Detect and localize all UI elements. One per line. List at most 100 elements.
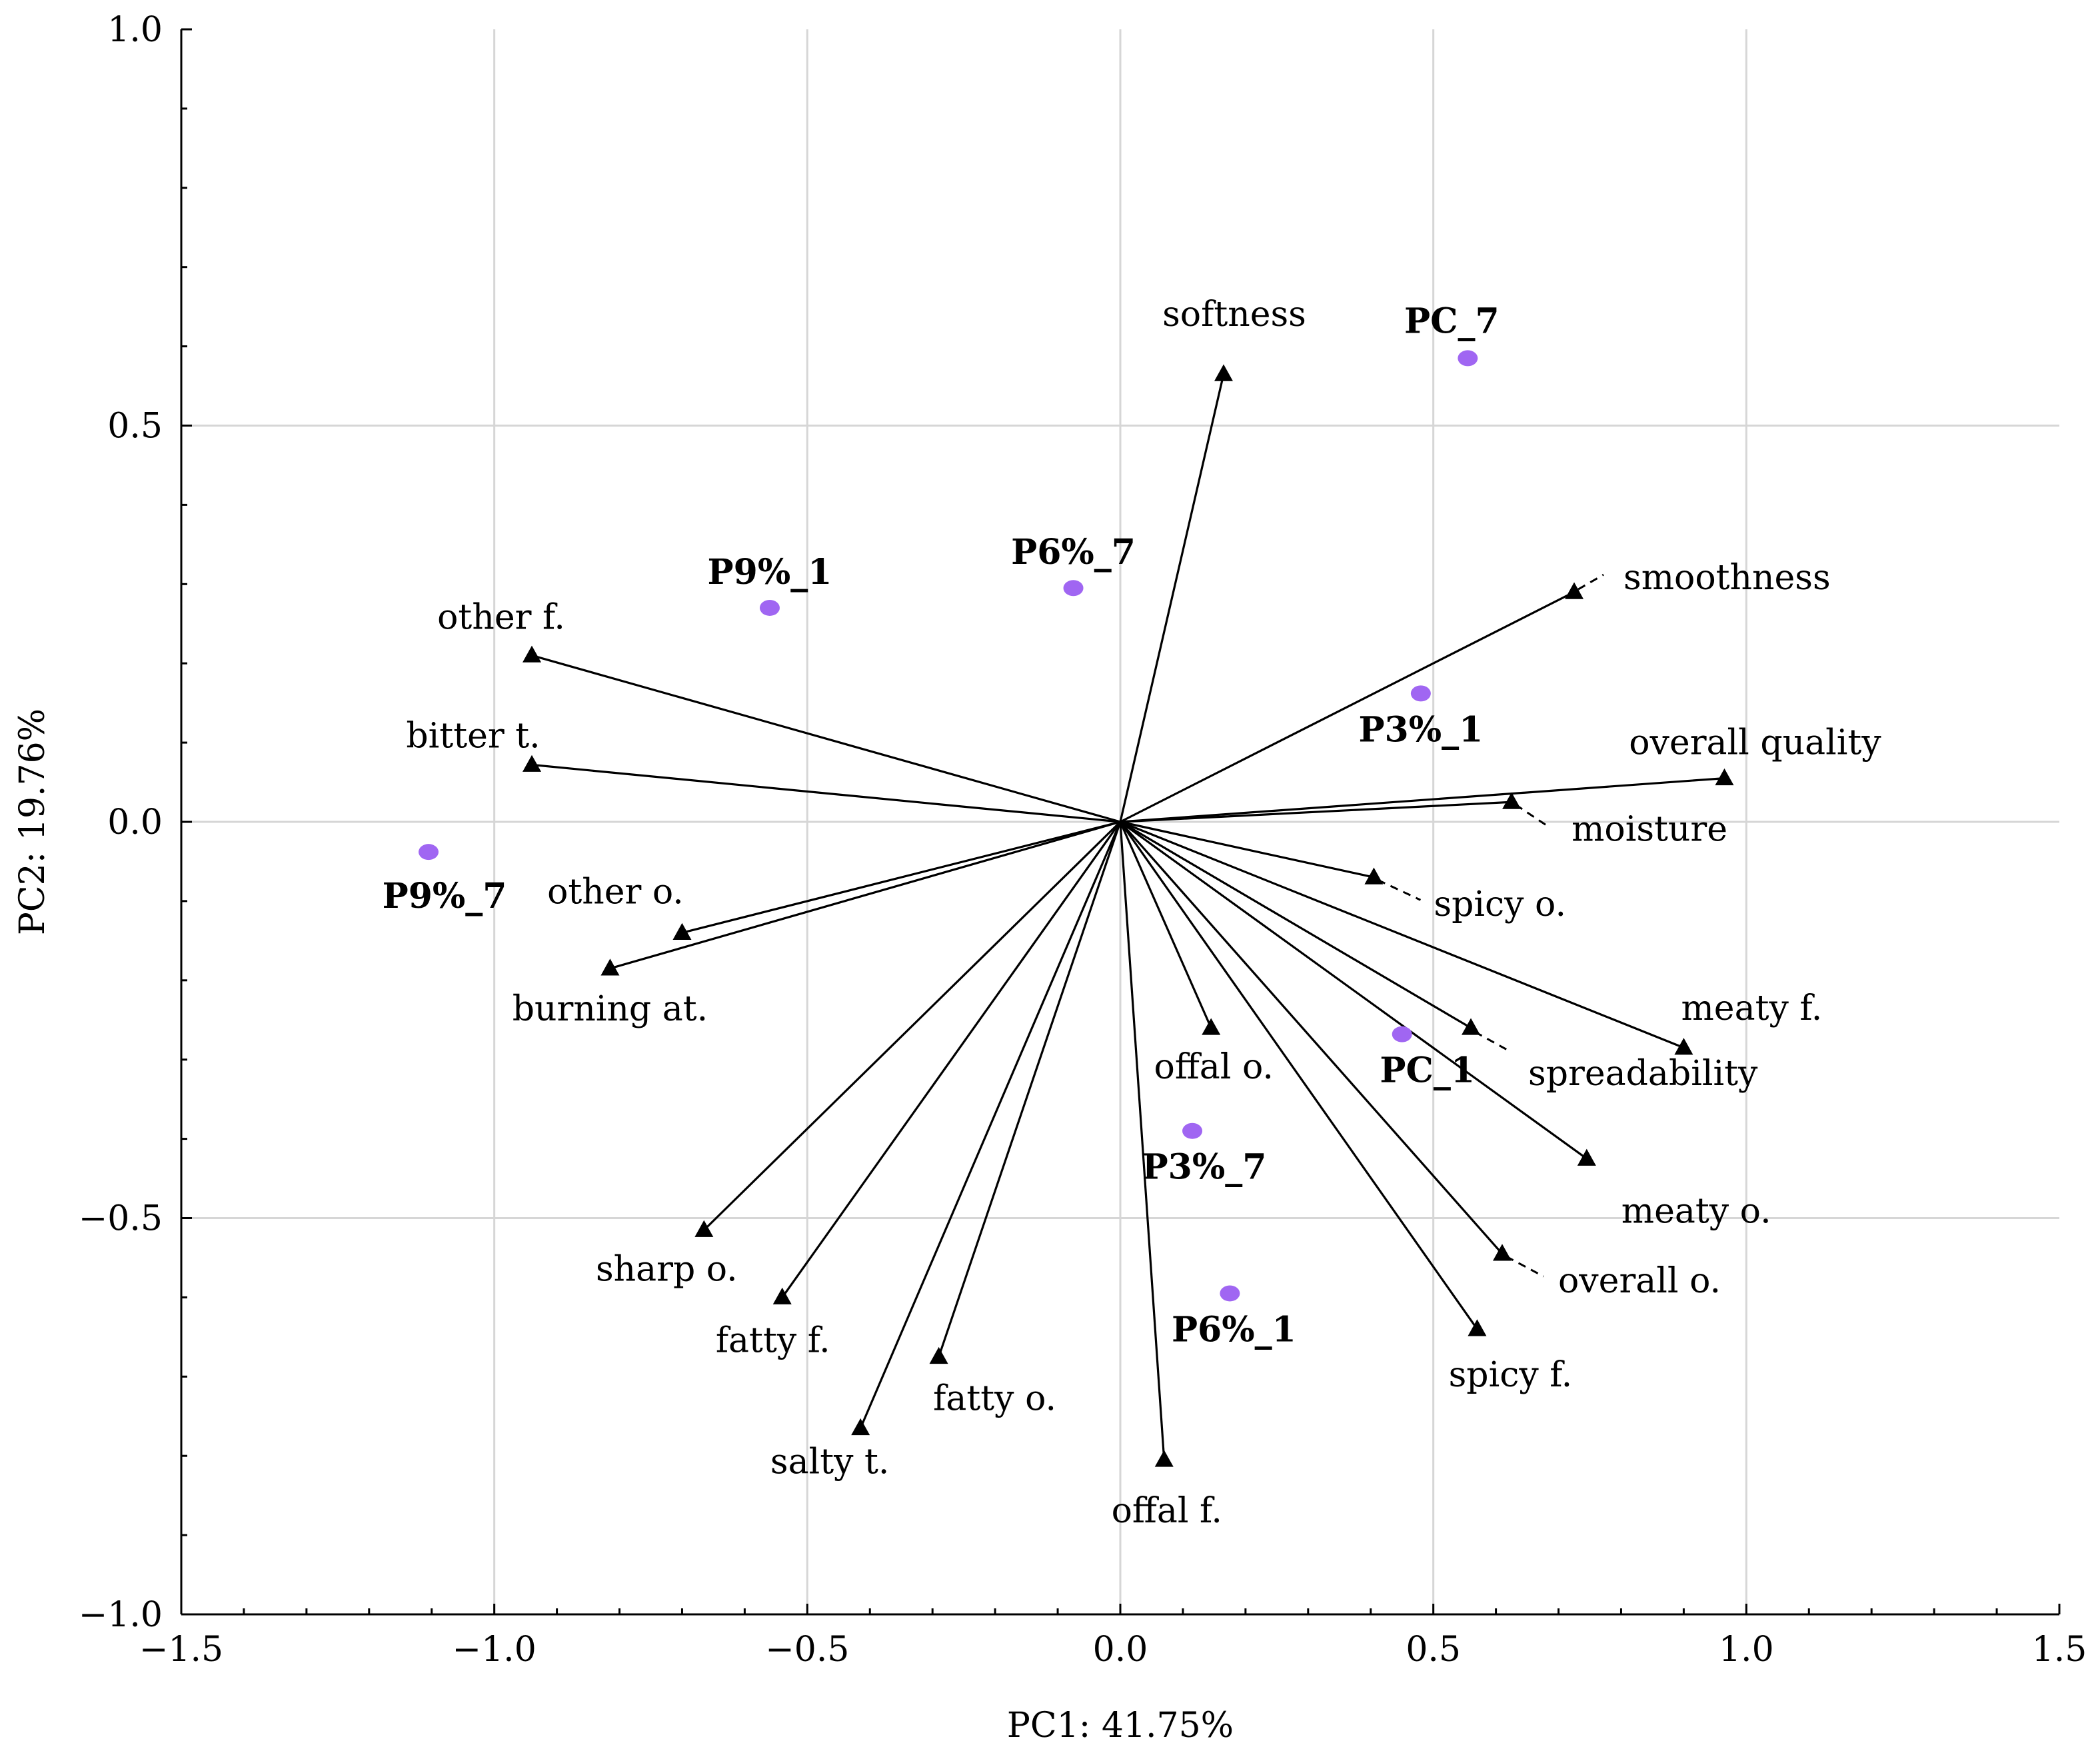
loading-label-offal-f: offal f.: [1112, 1491, 1222, 1531]
loading-marker-sharp-o: [694, 1220, 714, 1237]
loading-label-meaty-o: meaty o.: [1621, 1191, 1771, 1231]
loading-vector-meaty-o: [1120, 821, 1587, 1160]
score-label-pc-1: PC_1: [1380, 1050, 1475, 1091]
loading-label-fatty-o: fatty o.: [933, 1379, 1056, 1419]
loading-label-bitter-t: bitter t.: [406, 716, 540, 756]
loading-label-salty-t: salty t.: [770, 1442, 890, 1482]
loading-label-overall-o: overall o.: [1558, 1261, 1721, 1301]
score-label-p3pct-7: P3%_7: [1142, 1147, 1267, 1188]
loading-marker-softness: [1214, 364, 1233, 381]
label-leaders: [1377, 573, 1604, 1278]
score-label-p9pct-1: P9%_1: [708, 552, 832, 593]
loading-marker-overall-quality: [1715, 768, 1734, 786]
loading-label-fatty-f: fatty f.: [716, 1320, 830, 1360]
loading-marker-other-f: [523, 645, 542, 663]
y-tick-label: 0.0: [107, 803, 163, 843]
score-point-p3pct-7: [1182, 1122, 1203, 1139]
loading-marker-smoothness: [1565, 582, 1584, 599]
loading-label-sharp-o: sharp o.: [596, 1249, 738, 1289]
loading-marker-burning-at: [600, 958, 620, 976]
loading-label-spicy-o: spicy o.: [1434, 884, 1566, 924]
loading-marker-fatty-o: [929, 1346, 948, 1364]
score-point-p6pct-7: [1063, 580, 1084, 597]
loading-vector-bitter-t: [531, 763, 1121, 823]
label-leader-spicy-o: [1377, 878, 1422, 901]
ticks: [180, 28, 2061, 1616]
loading-vector-smoothness: [1120, 591, 1575, 823]
loading-vector-spicy-o: [1120, 821, 1374, 878]
score-label-p6pct-7: P6%_7: [1011, 532, 1136, 573]
loading-vector-burning-at: [610, 821, 1121, 970]
loading-vector-overall-quality: [1120, 777, 1725, 823]
loading-label-burning-at: burning at.: [513, 989, 708, 1029]
loading-vector-meaty-f: [1120, 821, 1684, 1049]
score-point-p6pct-1: [1220, 1285, 1240, 1302]
score-label-p9pct-7: P9%_7: [383, 876, 507, 916]
loading-marker-offal-o: [1202, 1018, 1221, 1035]
loading-marker-fatty-f: [772, 1287, 792, 1304]
x-tick-label: 0.5: [1406, 1630, 1461, 1670]
loading-vector-fatty-f: [781, 821, 1122, 1298]
x-tick-label: 0.0: [1093, 1630, 1148, 1670]
x-tick-label: −1.5: [139, 1630, 223, 1670]
score-label-p3pct-1: P3%_1: [1358, 709, 1483, 750]
label-leader-smoothness: [1577, 573, 1604, 591]
y-axis-title: PC2: 19.76%: [13, 709, 53, 935]
loading-vectors: [523, 364, 1734, 1467]
score-label-pc-7: PC_7: [1404, 301, 1500, 341]
loading-vector-offal-o: [1119, 821, 1212, 1028]
loading-marker-spreadability: [1462, 1018, 1481, 1035]
y-tick-label: −0.5: [79, 1199, 163, 1239]
loading-vector-spreadability: [1120, 821, 1472, 1029]
x-axis-title: PC1: 41.75%: [1007, 1706, 1234, 1746]
score-label-p6pct-1: P6%_1: [1172, 1309, 1296, 1350]
loading-vector-spicy-f: [1119, 821, 1478, 1330]
loading-vector-overall-o: [1119, 821, 1504, 1255]
score-point-p9pct-1: [759, 599, 780, 616]
label-leader-spreadability: [1474, 1030, 1512, 1053]
loading-vector-other-f: [531, 654, 1121, 823]
score-point-pc-7: [1458, 350, 1478, 367]
loading-vector-sharp-o: [703, 821, 1122, 1231]
tick-labels: −1.5 −1.0 −0.5 0.0 0.5 1.0 1.5−1.0−0.50.00.51.…: [79, 10, 2087, 1670]
label-leader-overall-o: [1506, 1255, 1544, 1278]
y-tick-label: 0.5: [107, 407, 163, 447]
loading-label-smoothness: smoothness: [1623, 558, 1831, 598]
score-labels: PC_7 P6%_7 P9%_1 P3%_1 P9%_7 PC_1 P3%_7 P6%_1: [383, 301, 1500, 1350]
loading-vector-salty-t: [859, 821, 1122, 1429]
x-tick-label: −1.0: [453, 1630, 536, 1670]
x-tick-label: 1.5: [2032, 1630, 2087, 1670]
loading-vector-fatty-o: [938, 821, 1122, 1358]
loading-vector-moisture: [1120, 801, 1512, 823]
score-point-p9pct-7: [419, 844, 439, 861]
loading-labels: softness smoothness overall quality moistur…: [406, 295, 1881, 1531]
x-tick-label: 1.0: [1719, 1630, 1774, 1670]
score-points: [419, 350, 1478, 1302]
loading-marker-spicy-f: [1468, 1319, 1487, 1336]
loading-label-offal-o: offal o.: [1154, 1047, 1274, 1087]
score-point-p3pct-1: [1410, 685, 1431, 702]
y-tick-label: 1.0: [107, 10, 163, 50]
y-tick-label: −1.0: [79, 1595, 163, 1635]
loading-label-overall-quality: overall quality: [1629, 723, 1881, 763]
loading-vector-other-o: [682, 821, 1121, 934]
loading-marker-meaty-o: [1577, 1148, 1596, 1166]
loading-marker-meaty-f: [1674, 1038, 1693, 1055]
loading-label-softness: softness: [1162, 295, 1306, 335]
loading-label-meaty-f: meaty f.: [1681, 988, 1822, 1028]
score-point-pc-1: [1392, 1026, 1412, 1042]
loading-label-spicy-f: spicy f.: [1449, 1355, 1573, 1395]
loading-marker-bitter-t: [523, 755, 542, 772]
loading-marker-offal-f: [1154, 1450, 1174, 1467]
loading-vector-softness: [1119, 373, 1225, 823]
loading-label-spreadability: spreadability: [1528, 1054, 1758, 1094]
loading-marker-other-o: [672, 922, 692, 940]
loading-label-other-o: other o.: [547, 872, 684, 912]
x-tick-label: −0.5: [765, 1630, 849, 1670]
loading-vector-offal-f: [1119, 821, 1166, 1460]
label-leader-moisture: [1515, 804, 1548, 827]
loading-label-other-f: other f.: [437, 597, 565, 637]
loading-marker-salty-t: [851, 1418, 870, 1436]
